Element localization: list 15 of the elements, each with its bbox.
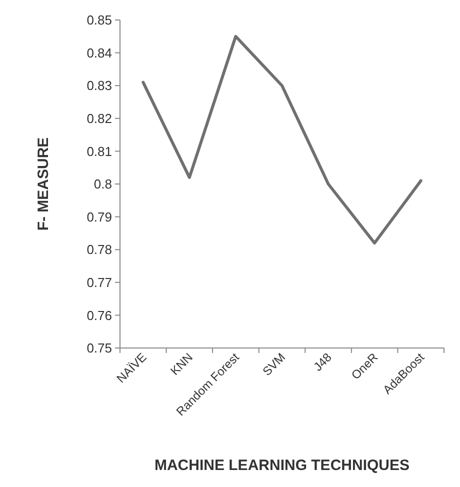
y-tick-label: 0.83: [86, 78, 112, 94]
y-tick-label: 0.77: [86, 274, 112, 290]
y-tick-label: 0.76: [86, 308, 112, 323]
y-tick-label: 0.85: [86, 12, 112, 28]
y-tick-label: 0.78: [86, 242, 112, 258]
y-tick-label: 0.82: [86, 110, 112, 126]
x-tick-label: J48: [310, 350, 335, 374]
y-tick-label: 0.8: [94, 176, 112, 192]
line-series: [142, 34, 422, 245]
y-axis-title: F- MEASURE: [35, 137, 52, 231]
y-tick-label: 0.84: [86, 45, 112, 60]
x-axis-title: MACHINE LEARNING TECHNIQUES: [154, 457, 410, 474]
y-tick-label: 0.75: [86, 340, 112, 356]
y-tick-label: 0.81: [86, 144, 112, 159]
y-tick-label: 0.79: [86, 209, 112, 224]
